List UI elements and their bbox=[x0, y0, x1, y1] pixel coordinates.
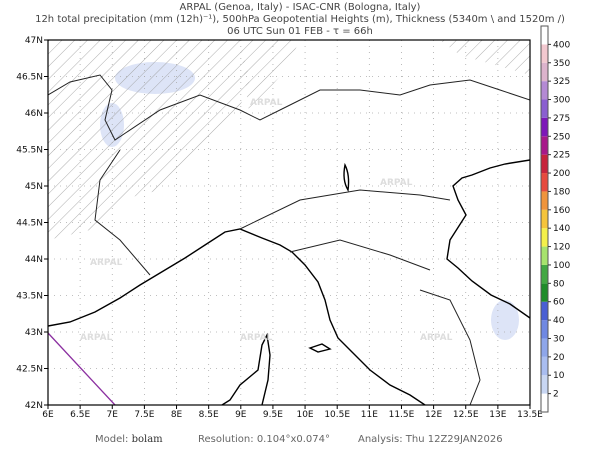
colorbar-label: 275 bbox=[553, 114, 570, 124]
precip-patch bbox=[491, 300, 519, 340]
colorbar-label: 180 bbox=[553, 187, 570, 197]
hatched-thickness-area bbox=[240, 40, 300, 120]
borders bbox=[48, 74, 530, 405]
colorbar-swatch bbox=[541, 301, 548, 321]
colorbar-swatch bbox=[541, 209, 548, 229]
colorbar-label: 20 bbox=[553, 353, 565, 363]
colorbar-label: 60 bbox=[553, 298, 565, 308]
colorbar-swatch bbox=[541, 283, 548, 302]
lon-label: 13E bbox=[489, 410, 506, 420]
svg-text:ARPAL: ARPAL bbox=[240, 333, 273, 343]
colorbar-swatch bbox=[541, 191, 548, 210]
lat-label: 47N bbox=[25, 36, 43, 46]
lat-label: 44.5N bbox=[16, 219, 43, 229]
colorbar-swatch bbox=[541, 154, 548, 174]
lat-label: 44N bbox=[25, 255, 43, 265]
lon-label: 12E bbox=[425, 410, 442, 420]
colorbar-label: 30 bbox=[553, 334, 565, 344]
resolution-info: Resolution: 0.104°x0.074° bbox=[198, 434, 330, 445]
lat-label: 46.5N bbox=[16, 73, 43, 83]
lon-label: 9E bbox=[235, 410, 247, 420]
precipitation-map: ARPAL ARPAL ARPAL ARPAL ARPAL ARPAL 6E 6.… bbox=[16, 25, 570, 420]
colorbar-swatch bbox=[541, 393, 548, 412]
colorbar: 2 10 20 30 40 60 80 100 120 140 160 180 200 225 250 275… bbox=[540, 25, 570, 413]
analysis-info: Analysis: Thu 12Z29JAN2026 bbox=[358, 434, 503, 445]
title-line-1: ARPAL (Genoa, Italy) - ISAC-CNR (Bologna… bbox=[179, 2, 421, 13]
colorbar-label: 140 bbox=[553, 224, 570, 234]
lon-label: 11E bbox=[361, 410, 378, 420]
colorbar-label: 225 bbox=[553, 151, 570, 161]
colorbar-swatch bbox=[541, 99, 548, 118]
title-line-3: 06 UTC Sun 01 FEB - τ = 66h bbox=[227, 26, 373, 37]
lon-label: 7.5E bbox=[134, 410, 154, 420]
colorbar-swatch bbox=[541, 228, 548, 247]
lat-label: 46N bbox=[25, 109, 43, 119]
colorbar-swatch bbox=[541, 26, 548, 45]
colorbar-label: 160 bbox=[553, 206, 570, 216]
lon-label: 13.5E bbox=[517, 410, 543, 420]
lat-label: 42N bbox=[25, 401, 43, 411]
colorbar-label: 100 bbox=[553, 261, 570, 271]
colorbar-label: 400 bbox=[553, 40, 570, 50]
lon-label: 7E bbox=[107, 410, 119, 420]
colorbar-label: 120 bbox=[553, 243, 570, 253]
colorbar-label: 80 bbox=[553, 279, 565, 289]
lat-label: 45N bbox=[25, 182, 43, 192]
lon-label: 9.5E bbox=[263, 410, 283, 420]
colorbar-label: 325 bbox=[553, 77, 570, 87]
gridlines bbox=[48, 40, 530, 405]
colorbar-swatch bbox=[541, 117, 548, 137]
colorbar-swatch bbox=[541, 62, 548, 82]
colorbar-label: 200 bbox=[553, 169, 570, 179]
colorbar-swatch bbox=[541, 44, 548, 63]
colorbar-swatch bbox=[541, 246, 548, 265]
latitude-labels: 42N 42.5N 43N 43.5N 44N 44.5N 45N 45.5N 46N 46.5N… bbox=[16, 36, 48, 411]
colorbar-swatch bbox=[541, 356, 548, 376]
colorbar-label: 250 bbox=[553, 132, 570, 142]
model-info: Model: bolam bbox=[95, 434, 163, 445]
lon-label: 10.5E bbox=[324, 410, 350, 420]
lat-label: 43N bbox=[25, 328, 43, 338]
colorbar-label: 40 bbox=[553, 316, 565, 326]
colorbar-swatch bbox=[541, 375, 548, 394]
colorbar-swatch bbox=[541, 264, 548, 284]
svg-text:ARPAL: ARPAL bbox=[80, 333, 113, 343]
thickness-line bbox=[48, 332, 116, 405]
lon-label: 6.5E bbox=[70, 410, 90, 420]
colorbar-label: 300 bbox=[553, 96, 570, 106]
hatched-thickness-area bbox=[440, 40, 530, 75]
svg-text:ARPAL: ARPAL bbox=[380, 178, 413, 188]
lon-label: 8.5E bbox=[199, 410, 219, 420]
coastlines bbox=[48, 159, 530, 405]
colorbar-swatch bbox=[541, 338, 548, 357]
lon-label: 12.5E bbox=[453, 410, 479, 420]
colorbar-swatch bbox=[541, 81, 548, 100]
watermarks: ARPAL ARPAL ARPAL ARPAL ARPAL ARPAL bbox=[80, 98, 453, 343]
lat-label: 43.5N bbox=[16, 292, 43, 302]
colorbar-label: 350 bbox=[553, 59, 570, 69]
colorbar-swatch bbox=[541, 136, 548, 155]
longitude-labels: 6E 6.5E 7E 7.5E 8E 8.5E 9E 9.5E 10E 10.5E 11E 11.5E… bbox=[42, 405, 543, 420]
colorbar-swatch bbox=[541, 320, 548, 339]
title-line-2: 12h total precipitation (mm (12h)⁻¹), 50… bbox=[35, 14, 565, 25]
svg-text:ARPAL: ARPAL bbox=[250, 98, 283, 108]
lon-label: 11.5E bbox=[389, 410, 415, 420]
svg-text:ARPAL: ARPAL bbox=[420, 333, 453, 343]
lon-label: 6E bbox=[42, 410, 54, 420]
lat-label: 42.5N bbox=[16, 365, 43, 375]
colorbar-frame bbox=[540, 25, 549, 413]
colorbar-swatch bbox=[541, 173, 548, 192]
lat-label: 45.5N bbox=[16, 146, 43, 156]
lon-label: 10E bbox=[296, 410, 313, 420]
lon-label: 8E bbox=[171, 410, 183, 420]
svg-text:ARPAL: ARPAL bbox=[90, 258, 123, 268]
colorbar-label: 2 bbox=[553, 390, 559, 400]
colorbar-label: 10 bbox=[553, 371, 565, 381]
